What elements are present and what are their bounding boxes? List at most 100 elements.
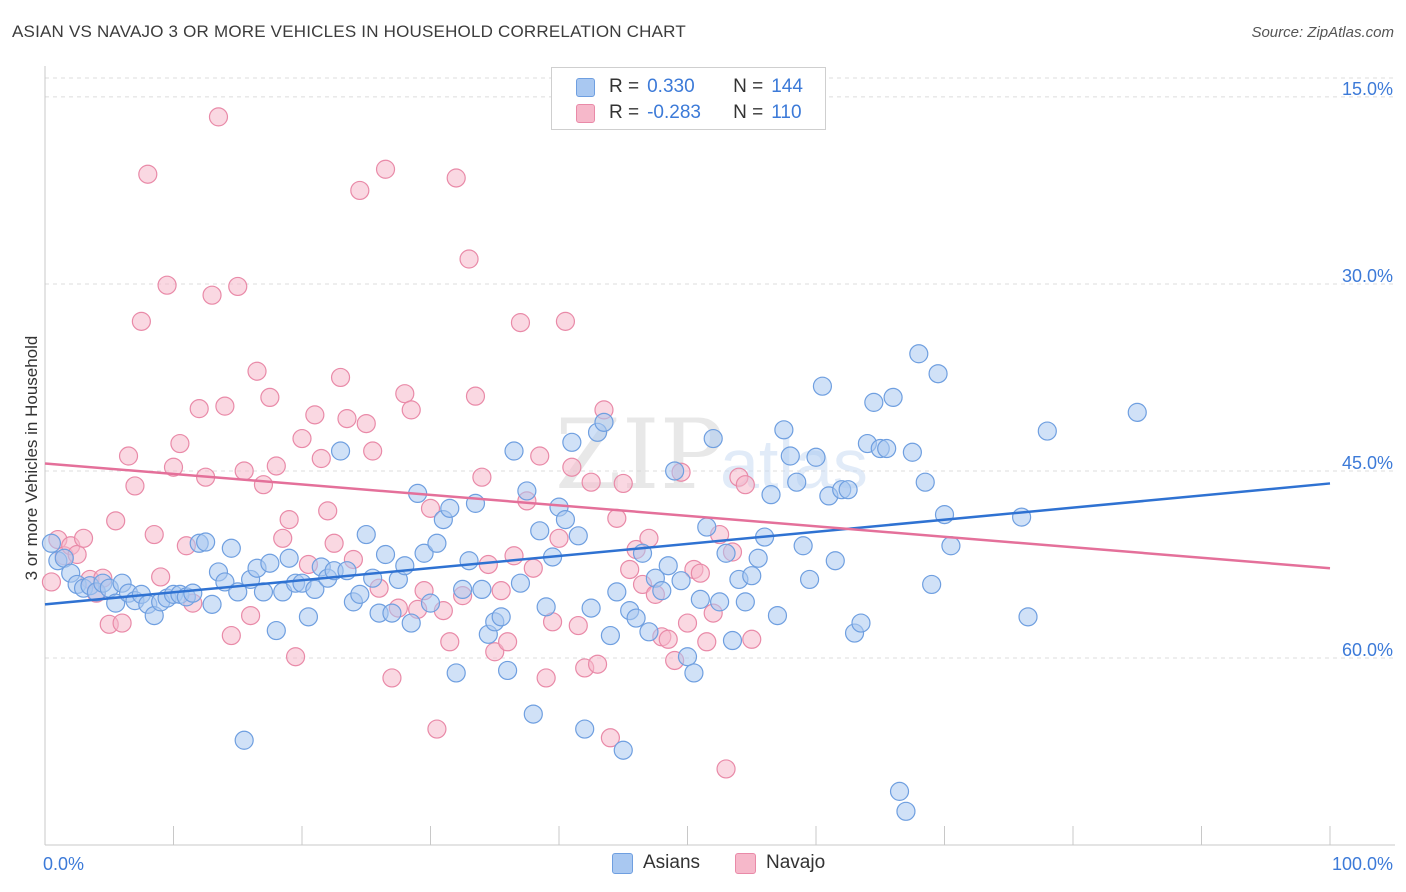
asian-point: [575, 719, 595, 739]
navajo-point: [285, 647, 306, 667]
navajo-point: [420, 498, 441, 518]
asians-swatch: [576, 77, 595, 97]
navajo-point: [356, 413, 376, 434]
navajo-point: [440, 632, 460, 652]
asian-point: [799, 569, 820, 590]
asian-point: [915, 472, 935, 492]
asian-point: [607, 582, 627, 602]
asian-point: [510, 573, 531, 593]
asian-point: [260, 553, 280, 573]
asian-point: [941, 536, 961, 556]
asian-point: [710, 592, 730, 612]
asian-point: [536, 597, 556, 617]
asian-point: [472, 579, 492, 600]
navajo-point: [491, 581, 511, 601]
navajo-point: [273, 528, 293, 548]
asian-point: [787, 472, 807, 492]
asian-point: [877, 438, 897, 459]
navajo-point: [620, 559, 640, 580]
asian-point: [221, 538, 241, 558]
y-tick-label: 30.0%: [1342, 266, 1393, 286]
n-value: 144: [771, 76, 803, 97]
asian-point: [414, 543, 434, 563]
source-note: Source: ZipAtlas.com: [1251, 24, 1394, 41]
asians-legend-label: Asians: [643, 852, 701, 873]
navajo-point: [427, 719, 447, 739]
navajo-point: [112, 613, 132, 633]
legend-row-asians: R = 0.330 N = 144: [576, 74, 803, 100]
asian-point: [375, 544, 396, 565]
navajo-point: [189, 399, 209, 419]
asian-point: [491, 607, 511, 627]
asian-point: [555, 509, 576, 530]
asian-point: [626, 608, 646, 628]
navajo-point: [401, 400, 421, 420]
navajo-point: [151, 567, 171, 587]
navajo-point: [613, 473, 633, 494]
asian-point: [748, 548, 768, 568]
asian-point: [735, 592, 755, 612]
navajo-point: [523, 558, 543, 578]
navajo-point: [350, 180, 370, 201]
navajo-point: [144, 524, 164, 545]
navajo-point: [311, 448, 331, 469]
asian-points: [41, 344, 1147, 821]
asian-point: [568, 526, 588, 546]
navajo-point: [363, 441, 383, 461]
asian-point: [690, 589, 710, 609]
asian-point: [639, 622, 659, 642]
r-value: 0.330: [647, 76, 695, 97]
navajo-point: [241, 605, 261, 626]
asian-point: [1127, 402, 1147, 422]
asian-trend-line: [44, 482, 1331, 606]
navajo-point: [318, 501, 338, 521]
legend-row-navajo: R = -0.283 N = 110: [576, 100, 802, 126]
navajo-point: [260, 387, 280, 408]
asian-point: [183, 583, 203, 603]
chart-title: ASIAN VS NAVAJO 3 OR MORE VEHICLES IN HO…: [12, 22, 686, 41]
navajo-point: [459, 249, 479, 269]
asian-point: [600, 625, 621, 646]
navajo-point: [382, 668, 402, 688]
navajo-point: [735, 475, 755, 495]
navajo-point: [324, 533, 344, 553]
r-label: R =: [609, 76, 640, 97]
navajo-point: [125, 476, 145, 496]
asian-point: [677, 647, 698, 667]
asian-point: [594, 412, 614, 432]
asian-point: [684, 663, 704, 683]
navajo-point: [555, 311, 576, 331]
n-value: 110: [771, 102, 802, 123]
navajo-point: [465, 386, 486, 406]
legend-item-navajo[interactable]: Navajo: [735, 852, 825, 874]
navajo-point: [266, 456, 286, 476]
navajo-point: [587, 654, 608, 674]
asian-point: [453, 579, 473, 600]
navajo-point: [716, 759, 736, 779]
navajo-swatch: [576, 103, 595, 123]
legend-item-asians[interactable]: Asians: [612, 852, 700, 874]
navajo-point: [157, 275, 177, 295]
navajo-point: [247, 361, 267, 381]
asian-point: [581, 598, 601, 618]
navajo-point: [234, 461, 254, 481]
watermark-zip: ZIP: [555, 399, 724, 511]
asian-point: [613, 740, 633, 760]
asian-point: [196, 532, 216, 552]
asian-point: [350, 584, 370, 604]
asian-point: [420, 593, 441, 613]
navajo-point: [742, 629, 762, 649]
asian-point: [504, 441, 524, 461]
asian-point: [440, 498, 460, 518]
x-tick-right: 100.0%: [1332, 854, 1393, 874]
asian-point: [902, 442, 922, 462]
asian-point: [234, 730, 254, 750]
asian-point: [851, 613, 871, 633]
asian-point: [356, 524, 376, 545]
navajo-legend-label: Navajo: [766, 852, 826, 873]
navajo-point: [600, 728, 621, 748]
asian-point: [498, 660, 518, 681]
navajo-point: [510, 313, 531, 333]
navajo-point: [395, 384, 415, 404]
navajo-point: [228, 276, 248, 297]
